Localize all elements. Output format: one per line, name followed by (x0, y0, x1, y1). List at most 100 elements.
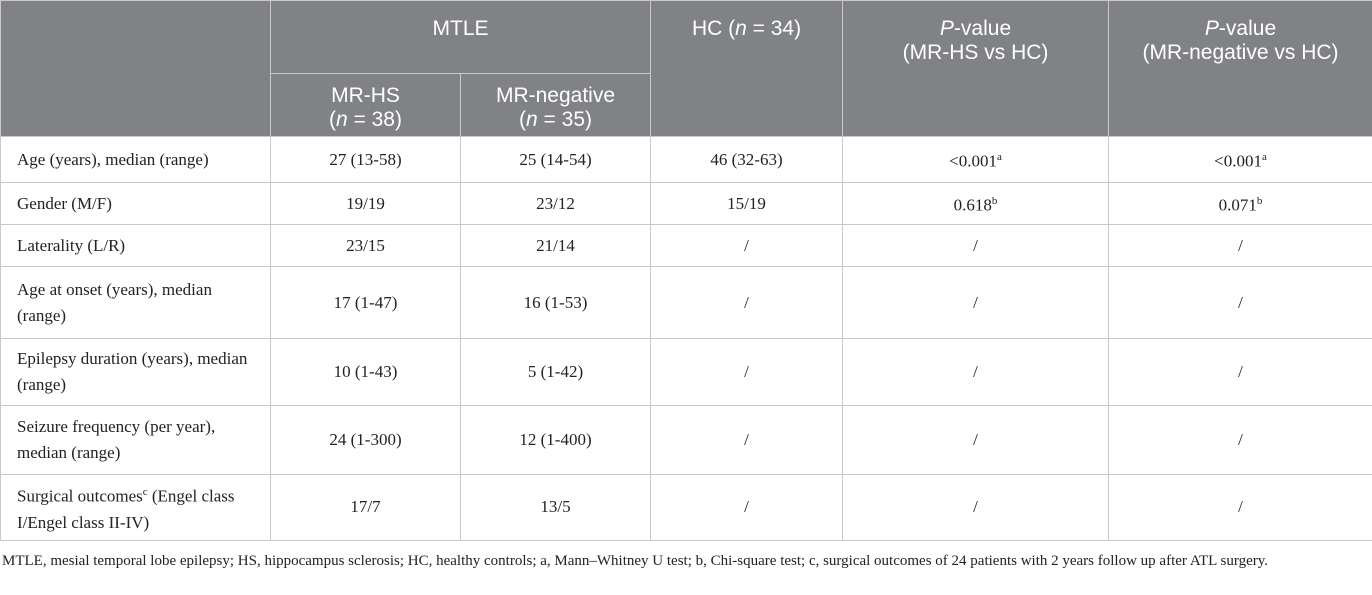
table-cell: / (842, 338, 1110, 406)
footnote-marker: a (1261, 151, 1267, 164)
cell-text: 23/15 (346, 235, 385, 255)
table-cell: 19/19 (270, 182, 461, 225)
header-text: (MR-negative vs HC) (1142, 41, 1339, 64)
header-italic: n (735, 17, 747, 40)
footnote-marker: c (142, 486, 148, 498)
table-row: Age at onset (years), median (range) 17 (… (0, 266, 1372, 339)
cell-text: Age (years), median (range) (17, 149, 209, 169)
table-cell: 13/5 (459, 474, 652, 541)
table-cell: 24 (1-300) (270, 405, 461, 475)
cell-text: / (1238, 235, 1243, 255)
header-italic: n (336, 108, 348, 131)
header-text: MR-HS (331, 84, 400, 107)
cell-text: / (973, 497, 978, 517)
header-italic: n (526, 108, 538, 131)
table-cell: 15/19 (650, 182, 844, 225)
header-italic: P (1204, 17, 1219, 40)
cell-text: / (744, 497, 749, 517)
table-cell: 25 (14-54) (459, 136, 652, 183)
cell-text: 5 (1-42) (527, 362, 584, 381)
cell-text: <0.001 (1214, 151, 1262, 171)
table-cell: 21/14 (459, 224, 652, 267)
cell-text: Surgical outcomes (17, 486, 143, 506)
header-italic: P (939, 17, 954, 40)
header-cell: P-value (MR-negative vs HC) (1108, 0, 1372, 137)
table-cell: / (1108, 338, 1372, 406)
cell-text: 24 (1-300) (329, 430, 402, 449)
cell-text: / (973, 235, 978, 255)
table-cell: 12 (1-400) (459, 405, 652, 475)
cell-text: <0.001 (949, 151, 997, 171)
footnote-marker: b (991, 195, 998, 208)
table-cell: 0.071b (1108, 182, 1372, 225)
header-text: = 34) (746, 17, 802, 40)
cell-text: (Engel class I/Engel class II-IV) (17, 486, 235, 532)
header-text: ( (329, 108, 336, 131)
header-cell: MR-HS (n = 38) (270, 73, 461, 137)
table-cell: / (650, 474, 844, 541)
cell-text: 15/19 (727, 193, 766, 213)
header-text: -value (1218, 17, 1277, 40)
header-text: = 38) (347, 108, 402, 131)
header-text: MTLE (432, 17, 489, 40)
cell-text: 17 (1-47) (333, 292, 398, 312)
table-cell: / (1108, 405, 1372, 475)
cell-text: / (1238, 362, 1243, 381)
table-cell: Surgical outcomesc (Engel class I/Engel … (0, 474, 271, 541)
table-cell: / (1108, 266, 1372, 339)
table-cell: Gender (M/F) (0, 182, 271, 225)
table-cell: 17 (1-47) (270, 266, 461, 339)
header-text: ( (519, 108, 527, 131)
cell-text: Laterality (L/R) (17, 235, 126, 255)
table-cell: / (1108, 224, 1372, 267)
cell-text: / (1238, 497, 1243, 517)
table-row: Surgical outcomesc (Engel class I/Engel … (0, 474, 1372, 541)
table-cell: Age (years), median (range) (0, 136, 271, 183)
table-cell: / (650, 266, 844, 339)
cell-text: 12 (1-400) (519, 430, 592, 449)
cell-text: / (973, 292, 978, 312)
header-text: HC ( (691, 17, 736, 40)
table-cell: <0.001a (842, 136, 1110, 183)
table-cell: / (842, 405, 1110, 475)
header-text: (MR-HS vs HC) (902, 41, 1049, 64)
footnote-marker: b (1256, 195, 1263, 208)
cell-text: 0.618 (953, 195, 992, 215)
cell-text: 19/19 (346, 193, 385, 213)
cell-text: Epilepsy duration (years), median (range… (17, 349, 248, 394)
cell-text: / (1238, 292, 1243, 312)
table-cell: / (1108, 474, 1372, 541)
cell-text: / (973, 430, 978, 449)
cell-text: Gender (M/F) (17, 193, 112, 213)
cell-text: 16 (1-53) (523, 292, 588, 312)
cell-text: 13/5 (540, 497, 571, 517)
table-body: Age (years), median (range) 27 (13-58) 25 … (0, 136, 1372, 541)
table-cell: / (650, 224, 844, 267)
table-cell: Epilepsy duration (years), median (range… (0, 338, 271, 406)
table-cell: 23/15 (270, 224, 461, 267)
header-text: = 35) (537, 108, 592, 131)
table-cell: 10 (1-43) (270, 338, 461, 406)
table-cell: Age at onset (years), median (range) (0, 266, 271, 339)
table-cell: / (842, 474, 1110, 541)
footnote: MTLE, mesial temporal lobe epilepsy; HS,… (2, 552, 1268, 569)
data-table: MTLE HC (n = 34) P-value (MR-HS vs HC) P-… (0, 0, 1372, 541)
table-cell: 46 (32-63) (650, 136, 844, 183)
header-cell: MTLE (269, 0, 652, 74)
table-row: Laterality (L/R) 23/15 21/14 / / / (0, 224, 1372, 267)
table-cell: 23/12 (459, 182, 652, 225)
table-cell: 17/7 (270, 474, 461, 541)
header-text: MR-negative (495, 84, 616, 107)
footnote-marker: a (996, 151, 1002, 164)
cell-text: 17/7 (350, 497, 381, 517)
header-cell (0, 0, 271, 137)
cell-text: / (744, 362, 749, 381)
table-cell: 16 (1-53) (459, 266, 652, 339)
table-cell: / (842, 266, 1110, 339)
cell-text: 21/14 (536, 235, 575, 255)
cell-text: / (744, 235, 749, 255)
cell-text: 25 (14-54) (519, 149, 592, 169)
header-cell: HC (n = 34) (650, 0, 844, 137)
table-row: Gender (M/F) 19/19 23/12 15/19 0.618b 0.071b (0, 182, 1372, 225)
